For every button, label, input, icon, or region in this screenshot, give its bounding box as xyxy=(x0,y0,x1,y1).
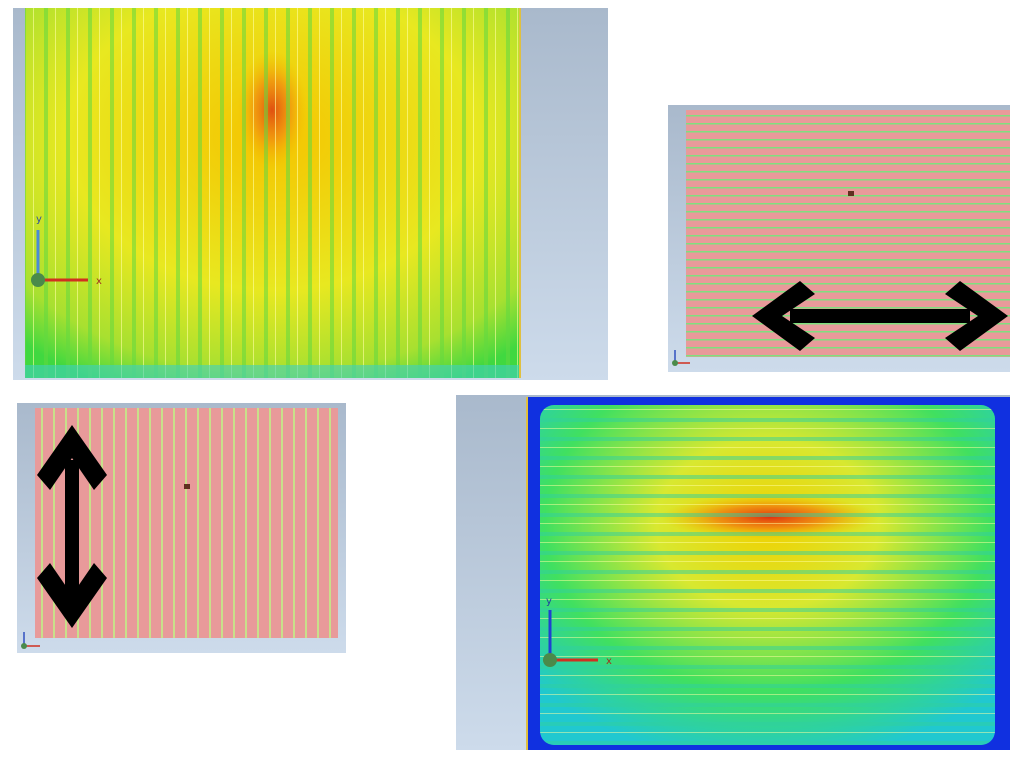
bottom-edge xyxy=(25,365,520,378)
panel-horizontal-raster xyxy=(668,105,1010,372)
axis-label-y: y xyxy=(36,214,42,225)
axis-origin xyxy=(21,643,27,649)
flow-lines xyxy=(540,405,995,745)
panel-vertical-flow: y x xyxy=(13,8,608,380)
axis-origin xyxy=(543,653,557,667)
axis-label-x: x xyxy=(96,276,102,287)
marker xyxy=(184,484,190,489)
axis-origin xyxy=(672,360,678,366)
axis-label-x: x xyxy=(606,656,612,667)
axis-label-y: y xyxy=(546,596,552,607)
double-arrow-horizontal xyxy=(752,281,1008,351)
axis-origin xyxy=(31,273,45,287)
panel-horizontal-flow: y x xyxy=(456,395,1010,750)
panel-vertical-raster xyxy=(17,403,346,653)
flow-lines xyxy=(25,8,520,378)
marker xyxy=(848,191,854,196)
double-arrow-vertical xyxy=(37,425,107,628)
